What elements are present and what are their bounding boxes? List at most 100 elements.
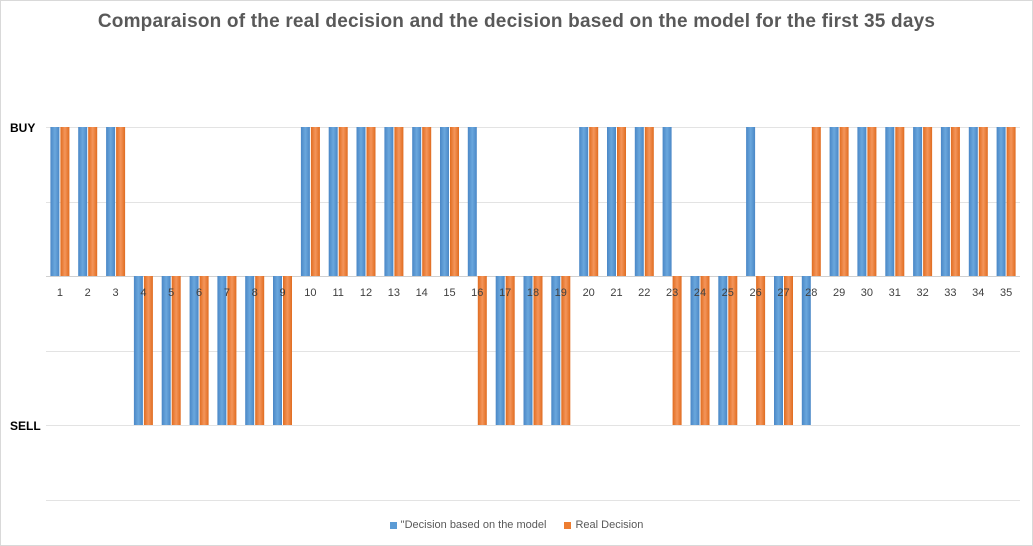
bar-model[interactable]	[690, 276, 700, 425]
bar-real[interactable]	[422, 127, 432, 276]
x-tick-label: 20	[583, 287, 595, 299]
bar-real[interactable]	[394, 127, 404, 276]
bar-model[interactable]	[940, 127, 950, 276]
bar-real[interactable]	[143, 276, 153, 425]
bar-real[interactable]	[450, 127, 459, 276]
bar-real[interactable]	[171, 276, 181, 425]
bar-model[interactable]	[328, 127, 338, 276]
x-tick-label: 5	[168, 287, 174, 299]
x-tick-label: 2	[85, 287, 91, 299]
x-tick-label: 34	[972, 287, 984, 299]
bar-real[interactable]	[589, 127, 599, 276]
bar-real[interactable]	[1006, 127, 1016, 276]
bar-real[interactable]	[784, 276, 793, 425]
bar-model[interactable]	[217, 276, 227, 425]
legend-swatch-real	[564, 521, 572, 529]
x-tick-label: 18	[527, 287, 539, 299]
bar-real[interactable]	[672, 276, 682, 425]
bar-model[interactable]	[523, 276, 533, 425]
bar-real[interactable]	[756, 276, 766, 425]
bar-model[interactable]	[579, 127, 589, 276]
bar-model[interactable]	[300, 127, 310, 276]
x-tick-label: 24	[694, 287, 706, 299]
bar-real[interactable]	[950, 127, 960, 276]
bar-real[interactable]	[505, 276, 515, 425]
legend-label-real: Real Decision	[575, 519, 644, 531]
bar-model[interactable]	[968, 127, 978, 276]
bar-real[interactable]	[978, 127, 988, 276]
bar-model[interactable]	[106, 127, 116, 276]
bar-model[interactable]	[551, 276, 561, 425]
bar-real[interactable]	[60, 127, 70, 276]
legend-item-real[interactable]: Real Decision	[564, 519, 643, 531]
x-tick-label: 33	[944, 287, 956, 299]
bar-real[interactable]	[867, 127, 877, 276]
x-tick-label: 13	[388, 287, 400, 299]
bar-model[interactable]	[774, 276, 783, 425]
bar-model[interactable]	[161, 276, 171, 425]
bar-real[interactable]	[477, 276, 487, 425]
bar-model[interactable]	[245, 276, 255, 425]
x-tick-label: 4	[140, 287, 146, 299]
bar-real[interactable]	[561, 276, 571, 425]
x-tick-label: 35	[1000, 287, 1012, 299]
legend-swatch-model	[389, 521, 397, 529]
bar-model[interactable]	[829, 127, 839, 276]
bar-model[interactable]	[913, 127, 923, 276]
x-tick-label: 8	[252, 287, 258, 299]
bar-real[interactable]	[895, 127, 905, 276]
bar-real[interactable]	[617, 127, 626, 276]
bar-model[interactable]	[133, 276, 143, 425]
bar-real[interactable]	[255, 276, 265, 425]
bar-real[interactable]	[923, 127, 933, 276]
y-tick-label: BUY	[10, 121, 35, 135]
x-tick-label: 14	[416, 287, 428, 299]
bar-real[interactable]	[728, 276, 738, 425]
legend-label-model: "Decision based on the model	[400, 519, 547, 531]
bar-model[interactable]	[412, 127, 422, 276]
bar-real[interactable]	[533, 276, 543, 425]
bar-model[interactable]	[857, 127, 867, 276]
bar-real[interactable]	[199, 276, 209, 425]
bar-model[interactable]	[384, 127, 394, 276]
x-tick-label: 3	[113, 287, 119, 299]
legend-item-model[interactable]: "Decision based on the model	[389, 519, 547, 531]
chart-title: Comparaison of the real decision and the…	[97, 11, 936, 32]
bar-real[interactable]	[116, 127, 126, 276]
bar-real[interactable]	[644, 127, 654, 276]
x-tick-label: 22	[638, 287, 650, 299]
bar-real[interactable]	[310, 127, 320, 276]
bar-real[interactable]	[227, 276, 237, 425]
bar-real[interactable]	[700, 276, 710, 425]
bar-real[interactable]	[366, 127, 376, 276]
bar-model[interactable]	[801, 276, 811, 425]
bar-model[interactable]	[273, 276, 282, 425]
x-tick-label: 23	[666, 287, 678, 299]
bar-model[interactable]	[996, 127, 1006, 276]
bar-model[interactable]	[746, 127, 756, 276]
x-tick-label: 6	[196, 287, 202, 299]
bar-model[interactable]	[607, 127, 616, 276]
bar-model[interactable]	[78, 127, 88, 276]
bar-model[interactable]	[662, 127, 672, 276]
bar-real[interactable]	[283, 276, 292, 425]
bar-model[interactable]	[356, 127, 366, 276]
x-tick-label: 32	[916, 287, 928, 299]
bar-model[interactable]	[50, 127, 60, 276]
bar-real[interactable]	[88, 127, 98, 276]
bar-model[interactable]	[440, 127, 449, 276]
bar-model[interactable]	[634, 127, 644, 276]
x-tick-label: 30	[861, 287, 873, 299]
bar-real[interactable]	[811, 127, 821, 276]
x-tick-label: 19	[555, 287, 567, 299]
bar-real[interactable]	[839, 127, 849, 276]
x-tick-label: 31	[889, 287, 901, 299]
bar-model[interactable]	[467, 127, 477, 276]
bar-model[interactable]	[495, 276, 505, 425]
bar-model[interactable]	[885, 127, 895, 276]
x-tick-label: 9	[279, 287, 285, 299]
bar-model[interactable]	[718, 276, 728, 425]
bar-real[interactable]	[338, 127, 348, 276]
bar-model[interactable]	[189, 276, 199, 425]
x-tick-label: 15	[443, 287, 455, 299]
